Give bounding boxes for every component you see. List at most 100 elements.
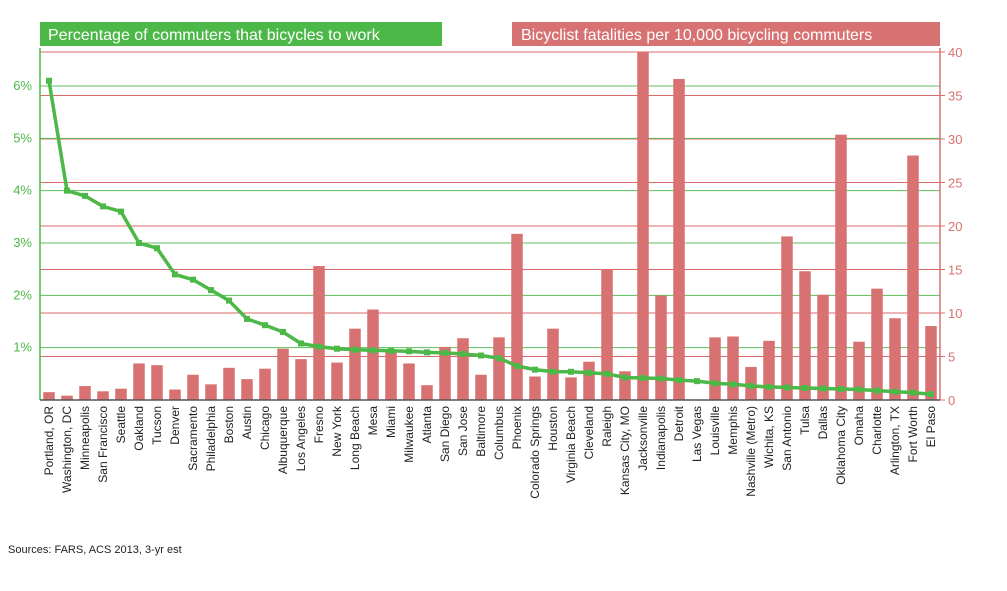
commuter-point: [100, 203, 106, 210]
commuter-point: [136, 240, 142, 247]
fatality-bar: [871, 288, 883, 400]
fatality-bar: [187, 374, 199, 400]
category-label: Raleigh: [600, 406, 614, 447]
commuter-point: [622, 374, 628, 381]
category-label: Atlanta: [420, 406, 434, 444]
commuter-point: [730, 381, 736, 388]
fatality-bar: [133, 363, 145, 400]
left-title: Percentage of commuters that bicycles to…: [48, 27, 381, 44]
fatality-bar: [727, 336, 739, 400]
category-labels: Portland, OR Washington, DC Minneapolis San…: [42, 405, 938, 499]
right-tick-label: 35: [948, 89, 962, 104]
fatality-bar: [79, 386, 91, 400]
left-tick-label: 1%: [13, 340, 32, 355]
fatality-bar: [475, 374, 487, 400]
fatality-bar: [583, 361, 595, 400]
right-tick-label: 40: [948, 45, 962, 60]
category-label: Nashville (Metro): [744, 406, 758, 497]
commuter-point: [460, 350, 466, 357]
category-label: Houston: [546, 406, 560, 451]
category-label: Portland, OR: [42, 406, 56, 476]
left-tick-label: 6%: [13, 78, 32, 93]
category-label: San Diego: [438, 406, 452, 462]
fatality-bar: [619, 371, 631, 400]
fatality-bar: [151, 365, 163, 400]
commuter-point: [928, 391, 934, 398]
source-note: Sources: FARS, ACS 2013, 3-yr est: [8, 544, 182, 556]
fatality-bar: [565, 377, 577, 400]
category-label: Philadelphia: [204, 406, 218, 472]
commuter-point: [514, 362, 520, 369]
commuter-point: [802, 384, 808, 391]
category-label: Columbus: [492, 406, 506, 460]
commuter-point: [604, 370, 610, 377]
right-title: Bicyclist fatalities per 10,000 bicyclin…: [521, 27, 872, 44]
fatality-bar: [421, 385, 433, 400]
category-label: Minneapolis: [78, 406, 92, 470]
left-tick-label: 3%: [13, 235, 32, 250]
commuter-point: [370, 347, 376, 354]
fatality-bar: [781, 236, 793, 400]
fatality-bars: [43, 52, 937, 400]
commuter-point: [892, 388, 898, 395]
category-label: Cleveland: [582, 406, 596, 459]
fatality-bar: [169, 389, 181, 400]
commuter-point: [226, 297, 232, 304]
commuter-percentage-line: [46, 77, 934, 398]
category-label: Kansas City, MO: [618, 406, 632, 495]
category-label: El Paso: [924, 406, 938, 448]
right-tick-label: 15: [948, 263, 962, 278]
fatality-bar: [205, 384, 217, 400]
category-label: Dallas: [816, 406, 830, 439]
category-label: Baltimore: [474, 406, 488, 457]
commuter-point: [64, 187, 70, 194]
category-label: Denver: [168, 406, 182, 445]
category-label: Jacksonville: [636, 406, 650, 471]
category-label: Long Beach: [348, 406, 362, 470]
right-tick-label: 30: [948, 132, 962, 147]
commuter-point: [244, 315, 250, 322]
fatality-bar: [241, 379, 253, 400]
fatality-bar: [655, 295, 667, 400]
category-label: Los Angeles: [294, 406, 308, 471]
fatality-bar: [115, 388, 127, 400]
fatality-bar: [853, 341, 865, 400]
category-label: Miami: [384, 406, 398, 438]
commuter-point: [46, 77, 52, 84]
fatality-bar: [889, 318, 901, 400]
fatality-bar: [367, 309, 379, 400]
commuter-point: [856, 386, 862, 393]
commuter-point: [154, 245, 160, 252]
commuter-point: [298, 340, 304, 347]
commuter-point: [262, 322, 268, 329]
commuter-point: [334, 345, 340, 352]
category-label: Charlotte: [870, 406, 884, 455]
fatality-bar: [331, 362, 343, 400]
fatality-bar: [61, 395, 73, 400]
category-label: Oakland: [132, 406, 146, 451]
fatality-bar: [835, 134, 847, 400]
fatality-bar: [907, 155, 919, 400]
category-label: Fresno: [312, 406, 326, 444]
axes: 1% 2% 3% 4% 5% 6% 0 5 10 15 20 25 30 35 40: [13, 45, 962, 408]
category-label: San Antonio: [780, 406, 794, 471]
commuter-point: [568, 368, 574, 375]
commuter-point: [424, 349, 430, 356]
fatality-bar: [637, 52, 649, 400]
category-label: Detroit: [672, 405, 686, 441]
category-label: Louisville: [708, 406, 722, 456]
right-tick-label: 10: [948, 306, 962, 321]
category-label: Virginia Beach: [564, 406, 578, 483]
category-label: Austin: [240, 406, 254, 439]
category-label: Sacramento: [186, 406, 200, 471]
fatality-bar: [97, 391, 109, 400]
category-label: Tucson: [150, 406, 164, 445]
category-label: Colorado Springs: [528, 406, 542, 499]
commuter-point: [748, 382, 754, 389]
commuter-point: [118, 208, 124, 215]
category-label: Indianapolis: [654, 406, 668, 470]
category-label: Tulsa: [798, 406, 812, 435]
fatality-bar: [763, 340, 775, 400]
category-label: Boston: [222, 406, 236, 443]
